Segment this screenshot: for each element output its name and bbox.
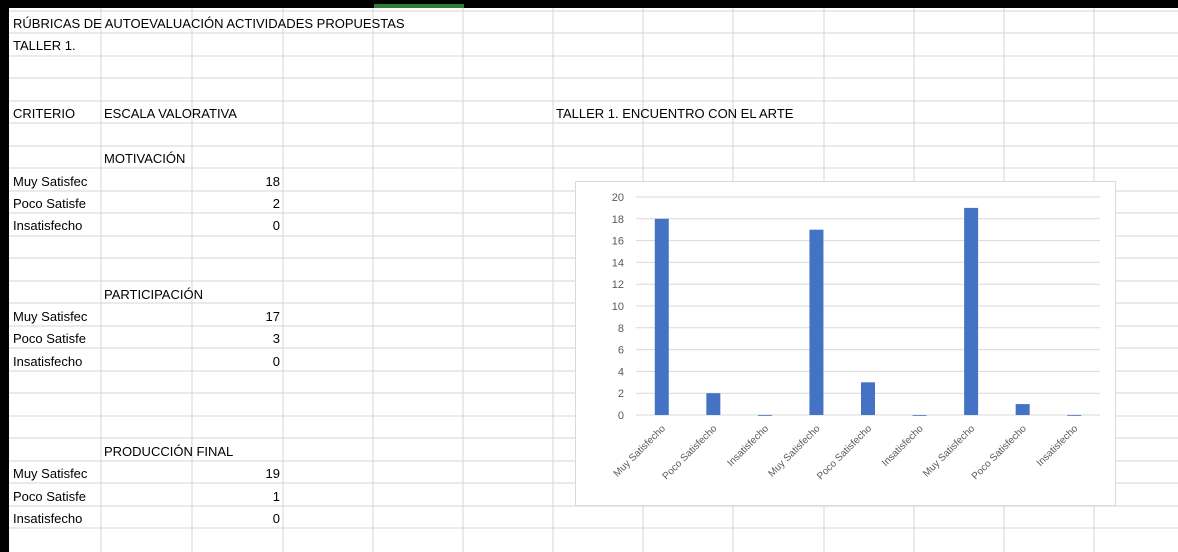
row-label[interactable]: Poco Satisfe bbox=[13, 489, 86, 504]
row-value[interactable]: 3 bbox=[272, 331, 280, 346]
y-tick-label: 12 bbox=[612, 279, 624, 291]
x-tick-label: Insatisfecho bbox=[1035, 423, 1081, 469]
row-label[interactable]: Muy Satisfec bbox=[13, 174, 88, 189]
section-produccion-title[interactable]: PRODUCCIÓN FINAL bbox=[104, 444, 234, 459]
section-participacion-title[interactable]: PARTICIPACIÓN bbox=[104, 287, 203, 302]
chart-bar[interactable] bbox=[912, 415, 927, 416]
sheet-subtitle[interactable]: TALLER 1. bbox=[13, 38, 76, 53]
row-value[interactable]: 1 bbox=[272, 489, 280, 504]
row-value[interactable]: 0 bbox=[272, 511, 280, 526]
chart-bar[interactable] bbox=[964, 207, 979, 415]
chart-bar[interactable] bbox=[1067, 415, 1082, 416]
x-tick-label: Insatisfecho bbox=[880, 423, 926, 469]
row-label[interactable]: Insatisfecho bbox=[13, 354, 83, 369]
chart-bar[interactable] bbox=[1015, 404, 1030, 415]
chart-bar[interactable] bbox=[654, 218, 669, 415]
x-tick-label: Poco Satisfecho bbox=[815, 423, 874, 482]
row-value[interactable]: 19 bbox=[265, 466, 280, 481]
y-tick-label: 20 bbox=[612, 192, 624, 204]
y-tick-label: 0 bbox=[618, 410, 624, 422]
selected-column-indicator bbox=[374, 4, 464, 8]
row-value[interactable]: 18 bbox=[265, 174, 280, 189]
y-tick-label: 6 bbox=[618, 345, 624, 357]
chart-bar[interactable] bbox=[706, 393, 721, 415]
chart-bar[interactable] bbox=[809, 229, 824, 415]
x-tick-label: Poco Satisfecho bbox=[970, 423, 1029, 482]
row-label[interactable]: Insatisfecho bbox=[13, 511, 83, 526]
row-label[interactable]: Insatisfecho bbox=[13, 218, 83, 233]
y-tick-label: 16 bbox=[612, 236, 624, 248]
y-tick-label: 8 bbox=[618, 323, 624, 335]
x-tick-label: Insatisfecho bbox=[725, 423, 771, 469]
y-tick-label: 18 bbox=[612, 214, 624, 226]
chart-bar[interactable] bbox=[861, 382, 875, 415]
y-tick-label: 2 bbox=[618, 388, 624, 400]
column-header-bar bbox=[0, 0, 1178, 8]
row-value[interactable]: 0 bbox=[272, 354, 280, 369]
section-motivacion-title[interactable]: MOTIVACIÓN bbox=[104, 151, 186, 166]
x-tick-label: Muy Satisfecho bbox=[612, 423, 668, 479]
row-label[interactable]: Poco Satisfe bbox=[13, 196, 86, 211]
criterio-header[interactable]: CRITERIO bbox=[13, 106, 76, 121]
y-tick-label: 4 bbox=[618, 366, 624, 378]
row-label[interactable]: Poco Satisfe bbox=[13, 331, 86, 346]
x-tick-label: Poco Satisfecho bbox=[661, 423, 720, 482]
row-value[interactable]: 17 bbox=[265, 309, 280, 324]
chart-bar[interactable] bbox=[757, 415, 772, 416]
x-tick-label: Muy Satisfecho bbox=[921, 423, 977, 479]
x-tick-label: Muy Satisfecho bbox=[766, 423, 822, 479]
row-value[interactable]: 2 bbox=[272, 196, 280, 211]
y-tick-label: 14 bbox=[612, 257, 624, 269]
escala-header[interactable]: ESCALA VALORATIVA bbox=[104, 106, 237, 121]
row-header-bar bbox=[0, 0, 9, 552]
sheet-title[interactable]: RÚBRICAS DE AUTOEVALUACIÓN ACTIVIDADES P… bbox=[13, 16, 405, 31]
row-value[interactable]: 0 bbox=[272, 218, 280, 233]
row-label[interactable]: Muy Satisfec bbox=[13, 466, 88, 481]
row-label[interactable]: Muy Satisfec bbox=[13, 309, 88, 324]
chart-heading-cell[interactable]: TALLER 1. ENCUENTRO CON EL ARTE bbox=[556, 106, 794, 121]
y-tick-label: 10 bbox=[612, 301, 624, 313]
bar-chart[interactable]: 0 2 4 6 8 10 12 14 16 18 20 Muy Satisfecho Poco Sati… bbox=[575, 181, 1116, 506]
